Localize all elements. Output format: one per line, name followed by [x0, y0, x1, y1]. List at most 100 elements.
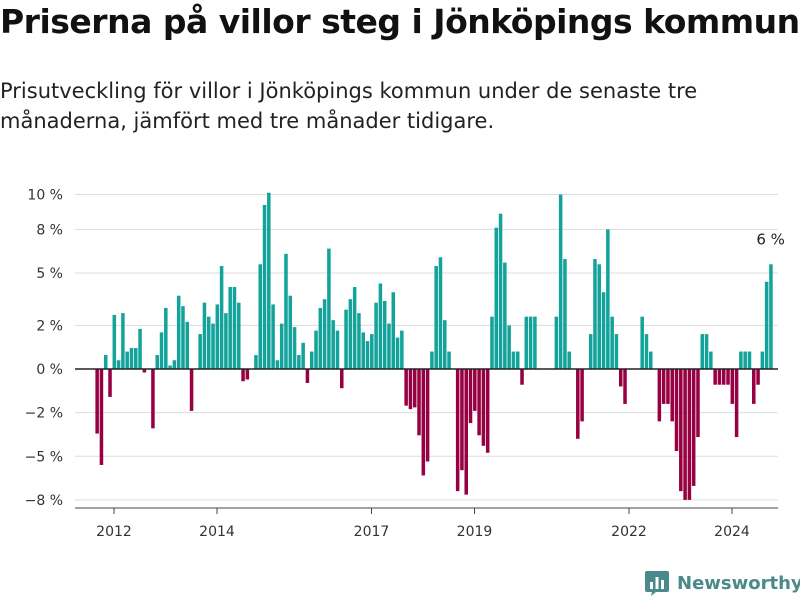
bar-positive [640, 316, 644, 369]
bar-positive [382, 300, 387, 369]
last-value-label: 6 % [756, 230, 785, 248]
bar-positive [443, 320, 447, 369]
bar-negative [674, 369, 679, 452]
bar-negative [417, 369, 421, 436]
x-tick-label: 2024 [714, 524, 750, 540]
bar-positive [528, 316, 533, 369]
bar-positive [533, 316, 537, 369]
bar-positive [129, 348, 134, 369]
bar-negative [481, 369, 486, 446]
bar-series [95, 192, 773, 500]
bar-negative [717, 369, 722, 385]
bar-negative [99, 369, 104, 465]
bar-positive [181, 306, 185, 369]
bar-negative [305, 369, 310, 383]
bar-positive [288, 295, 293, 369]
bar-positive [567, 351, 571, 369]
bar-positive [176, 295, 181, 369]
y-tick-label: 10 % [27, 188, 63, 204]
y-axis-tick-labels: 10 % 8 % 5 % 2 % 0 % −2 % −5 % −8 % [25, 188, 63, 509]
bar-positive [185, 321, 190, 369]
bar-positive [558, 194, 563, 369]
bar-negative [151, 369, 155, 429]
bar-positive [438, 257, 443, 369]
chart-title: Priserna på villor steg i Jönköpings kom… [0, 2, 800, 41]
bar-negative [713, 369, 717, 385]
bar-negative [687, 369, 692, 500]
bar-chart-logo-icon [645, 571, 669, 596]
bar-positive [211, 323, 215, 369]
bar-positive [314, 330, 318, 369]
bar-positive [378, 283, 383, 370]
bar-positive [649, 351, 653, 369]
bar-positive [739, 351, 743, 369]
bar-positive [370, 334, 374, 369]
bar-positive [331, 320, 335, 369]
bar-positive [172, 360, 177, 369]
bar-positive [606, 229, 610, 369]
bar-positive [365, 341, 370, 369]
bar-positive [254, 355, 258, 369]
bar-negative [730, 369, 735, 404]
bar-positive [563, 259, 567, 369]
bar-negative [721, 369, 726, 385]
bar-positive [494, 227, 499, 369]
y-tick-label: −2 % [25, 406, 63, 422]
y-tick-label: −5 % [25, 449, 63, 465]
bar-positive [168, 365, 172, 369]
y-tick-label: 5 % [36, 266, 63, 282]
bar-negative [142, 369, 147, 373]
bar-positive [498, 213, 503, 369]
bar-negative [756, 369, 760, 385]
bar-negative [404, 369, 408, 406]
bar-positive [588, 334, 593, 369]
bar-positive [400, 330, 404, 369]
bar-negative [245, 369, 250, 380]
x-tick-label: 2014 [199, 524, 235, 540]
brand-name: Newsworthy [677, 572, 800, 594]
bar-negative [752, 369, 756, 404]
bar-positive [219, 266, 224, 369]
bar-negative [408, 369, 413, 410]
bar-negative [734, 369, 739, 438]
bar-positive [103, 355, 108, 369]
bar-negative [726, 369, 730, 385]
bar-positive [614, 334, 619, 369]
bar-positive [597, 264, 602, 369]
bar-positive [395, 337, 400, 369]
bar-positive [198, 334, 202, 369]
bar-positive [769, 264, 773, 369]
bar-positive [430, 351, 434, 369]
bar-positive [344, 309, 348, 369]
bar-positive [601, 292, 606, 369]
bar-positive [237, 302, 241, 369]
bar-positive [164, 307, 168, 369]
bar-negative [618, 369, 623, 387]
bar-positive [138, 328, 142, 369]
bar-positive [374, 302, 378, 369]
bar-positive [116, 360, 121, 369]
bar-positive [327, 248, 331, 369]
bar-positive [112, 314, 117, 369]
bar-positive [228, 286, 232, 370]
bar-negative [412, 369, 417, 408]
bar-positive [760, 351, 765, 369]
bar-positive [503, 262, 507, 369]
bar-negative [421, 369, 426, 476]
bar-positive [159, 332, 164, 370]
bar-negative [95, 369, 99, 434]
bar-negative [468, 369, 473, 424]
bar-positive [747, 351, 752, 369]
bar-negative [520, 369, 524, 385]
bar-positive [318, 307, 323, 369]
bar-negative [691, 369, 696, 486]
bar-positive [215, 304, 220, 369]
bar-negative [473, 369, 477, 411]
bar-positive [434, 266, 438, 369]
bar-positive [387, 323, 391, 369]
x-tick-label: 2022 [611, 524, 647, 540]
bar-positive [267, 192, 271, 369]
bar-negative [670, 369, 674, 422]
bar-positive [125, 351, 129, 369]
bar-negative [580, 369, 584, 422]
